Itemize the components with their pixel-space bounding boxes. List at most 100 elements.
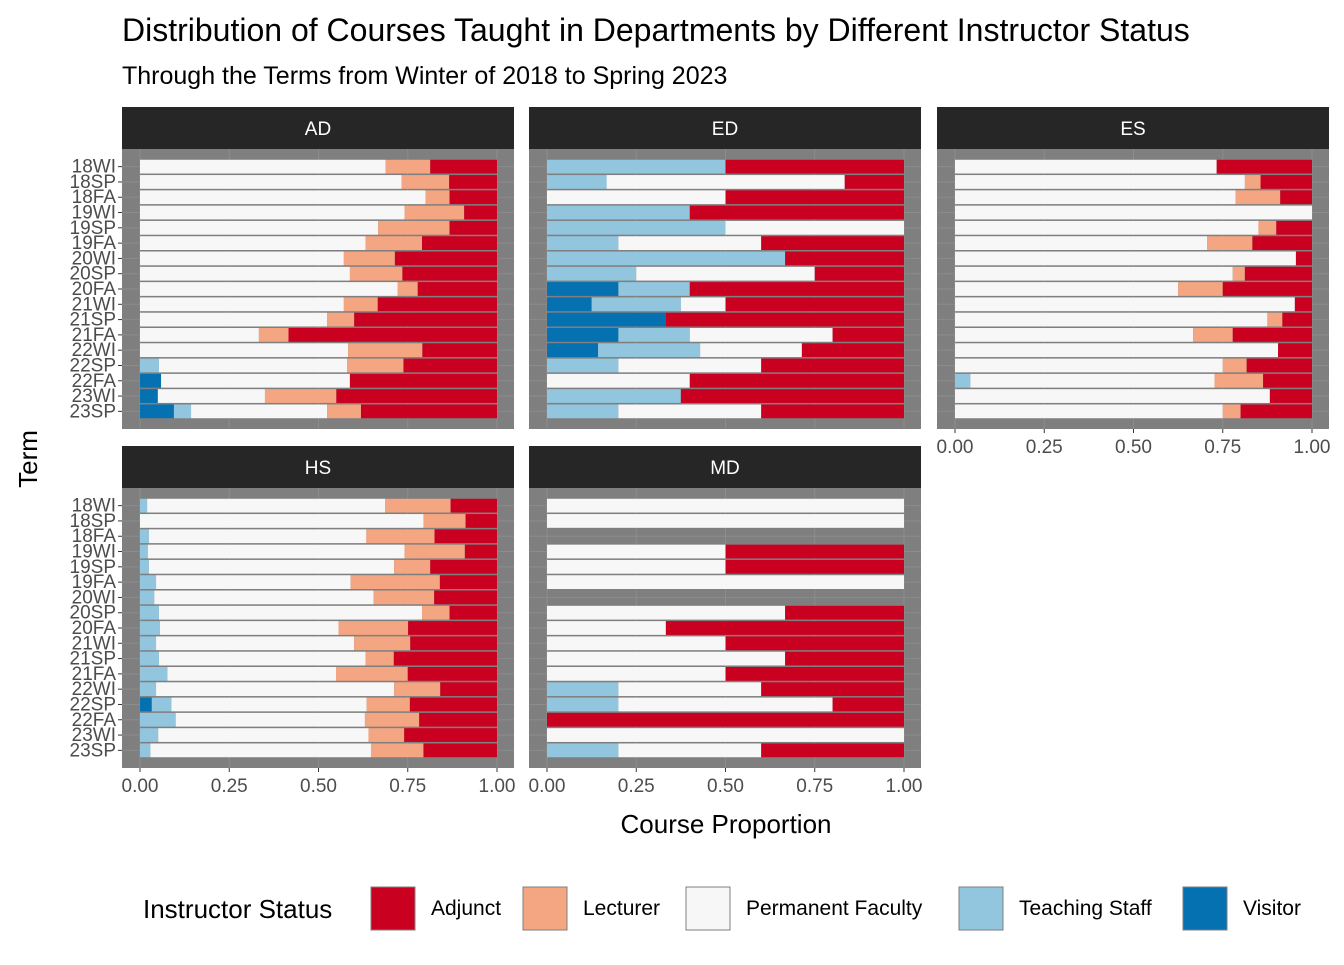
x-axis-title: Course Proportion: [621, 809, 832, 839]
bar-teaching-staff: [547, 697, 619, 712]
x-tick-label: 0.25: [211, 776, 248, 797]
bar-teaching-staff: [140, 621, 160, 635]
y-tick-label: 19SP: [70, 557, 116, 578]
x-tick-label: 0.00: [122, 776, 159, 797]
x-tick-label: 0.25: [618, 776, 655, 797]
y-tick-label: 19WI: [72, 542, 116, 563]
legend: Instructor Status Adjunct Lecturer Permane…: [143, 886, 1301, 931]
bar-lecturer: [404, 205, 465, 220]
legend-label: Teaching Staff: [1019, 897, 1152, 920]
bar-lecturer: [366, 529, 435, 544]
bar-adjunct: [761, 743, 904, 758]
bar-adjunct: [725, 544, 904, 559]
chart-subtitle: Through the Terms from Winter of 2018 to…: [122, 62, 727, 90]
legend-key-lecturer: [522, 886, 568, 931]
bar-adjunct: [410, 636, 497, 651]
bar-visitor: [547, 328, 619, 342]
bar-lecturer: [350, 575, 440, 589]
bar-teaching-staff: [151, 697, 172, 712]
bar-permanent-faculty: [547, 621, 666, 635]
bar-adjunct: [832, 328, 904, 342]
bar-lecturer: [394, 559, 431, 574]
bar-lecturer: [397, 282, 418, 296]
bar-lecturer: [1193, 328, 1233, 342]
bar-teaching-staff: [140, 712, 176, 727]
legend-label: Permanent Faculty: [746, 897, 923, 920]
bar-adjunct: [349, 373, 497, 388]
bar-adjunct: [394, 251, 497, 266]
bar-permanent-faculty: [955, 205, 1312, 220]
bar-permanent-faculty: [547, 514, 904, 528]
bar-lecturer: [423, 514, 466, 528]
y-tick-label: 20WI: [72, 587, 116, 608]
panel-md: MD 0.00 0.25 0.50 0.75 1.00: [529, 446, 922, 797]
bar-adjunct: [434, 529, 497, 544]
bar-adjunct: [689, 205, 904, 220]
bar-adjunct: [547, 712, 904, 727]
y-tick-label: 20FA: [72, 279, 117, 300]
y-tick-label: 23SP: [70, 740, 116, 761]
bar-permanent-faculty: [191, 404, 328, 419]
bar-teaching-staff: [547, 251, 786, 266]
facet-label: ES: [1120, 119, 1145, 140]
bar-permanent-faculty: [680, 297, 726, 312]
bar-permanent-faculty: [158, 728, 369, 742]
x-tick-label: 1.00: [479, 776, 516, 797]
bar-permanent-faculty: [140, 175, 402, 189]
bar-adjunct: [336, 389, 497, 403]
y-tick-label: 19SP: [70, 218, 116, 239]
bar-teaching-staff: [140, 559, 149, 574]
bar-adjunct: [761, 358, 904, 373]
bar-lecturer: [338, 621, 409, 635]
bar-teaching-staff: [140, 498, 148, 513]
bar-permanent-faculty: [150, 743, 371, 758]
bar-permanent-faculty: [618, 358, 762, 373]
y-tick-label: 18SP: [70, 511, 116, 532]
bar-lecturer: [347, 358, 404, 373]
bar-visitor: [140, 389, 158, 403]
bar-lecturer: [264, 389, 337, 403]
bar-adjunct: [430, 159, 497, 174]
bar-lecturer: [354, 636, 411, 651]
bar-lecturer: [1214, 373, 1264, 388]
bar-permanent-faculty: [547, 651, 786, 666]
y-tick-label: 18SP: [70, 172, 116, 193]
bar-lecturer: [368, 728, 405, 742]
legend-label: Lecturer: [583, 897, 660, 920]
bar-visitor: [547, 297, 592, 312]
panel-hs: HS18WI18SP18FA19WI19SP19FA20WI20SP20FA21…: [70, 446, 516, 797]
bar-lecturer: [348, 343, 423, 358]
bar-permanent-faculty: [158, 358, 348, 373]
bar-visitor: [140, 373, 162, 388]
bar-permanent-faculty: [140, 266, 350, 281]
y-tick-label: 22SP: [70, 694, 116, 715]
facet-strip: [937, 107, 1329, 149]
legend-key-permanent-faculty: [685, 886, 731, 931]
bar-adjunct: [377, 297, 497, 312]
y-tick-label: 23WI: [72, 386, 116, 407]
bar-permanent-faculty: [955, 220, 1259, 235]
bar-lecturer: [373, 590, 435, 605]
bar-adjunct: [680, 389, 904, 403]
legend-label: Visitor: [1243, 897, 1301, 920]
bar-teaching-staff: [547, 266, 637, 281]
bar-permanent-faculty: [140, 282, 398, 296]
y-tick-label: 22WI: [72, 340, 116, 361]
bar-lecturer: [365, 651, 394, 666]
bar-permanent-faculty: [636, 266, 815, 281]
bar-lecturer: [258, 328, 289, 342]
facet-strip: [122, 107, 514, 149]
bar-permanent-faculty: [689, 328, 833, 342]
bar-permanent-faculty: [547, 636, 726, 651]
x-tick-label: 0.75: [1204, 437, 1241, 458]
bar-adjunct: [761, 682, 904, 697]
bar-adjunct: [408, 621, 497, 635]
bar-lecturer: [425, 190, 450, 205]
bar-permanent-faculty: [955, 190, 1236, 205]
bar-lecturer: [385, 159, 431, 174]
bar-teaching-staff: [140, 575, 157, 589]
y-tick-label: 20SP: [70, 603, 116, 624]
bar-adjunct: [430, 559, 497, 574]
y-tick-label: 20SP: [70, 264, 116, 285]
bar-permanent-faculty: [547, 544, 726, 559]
